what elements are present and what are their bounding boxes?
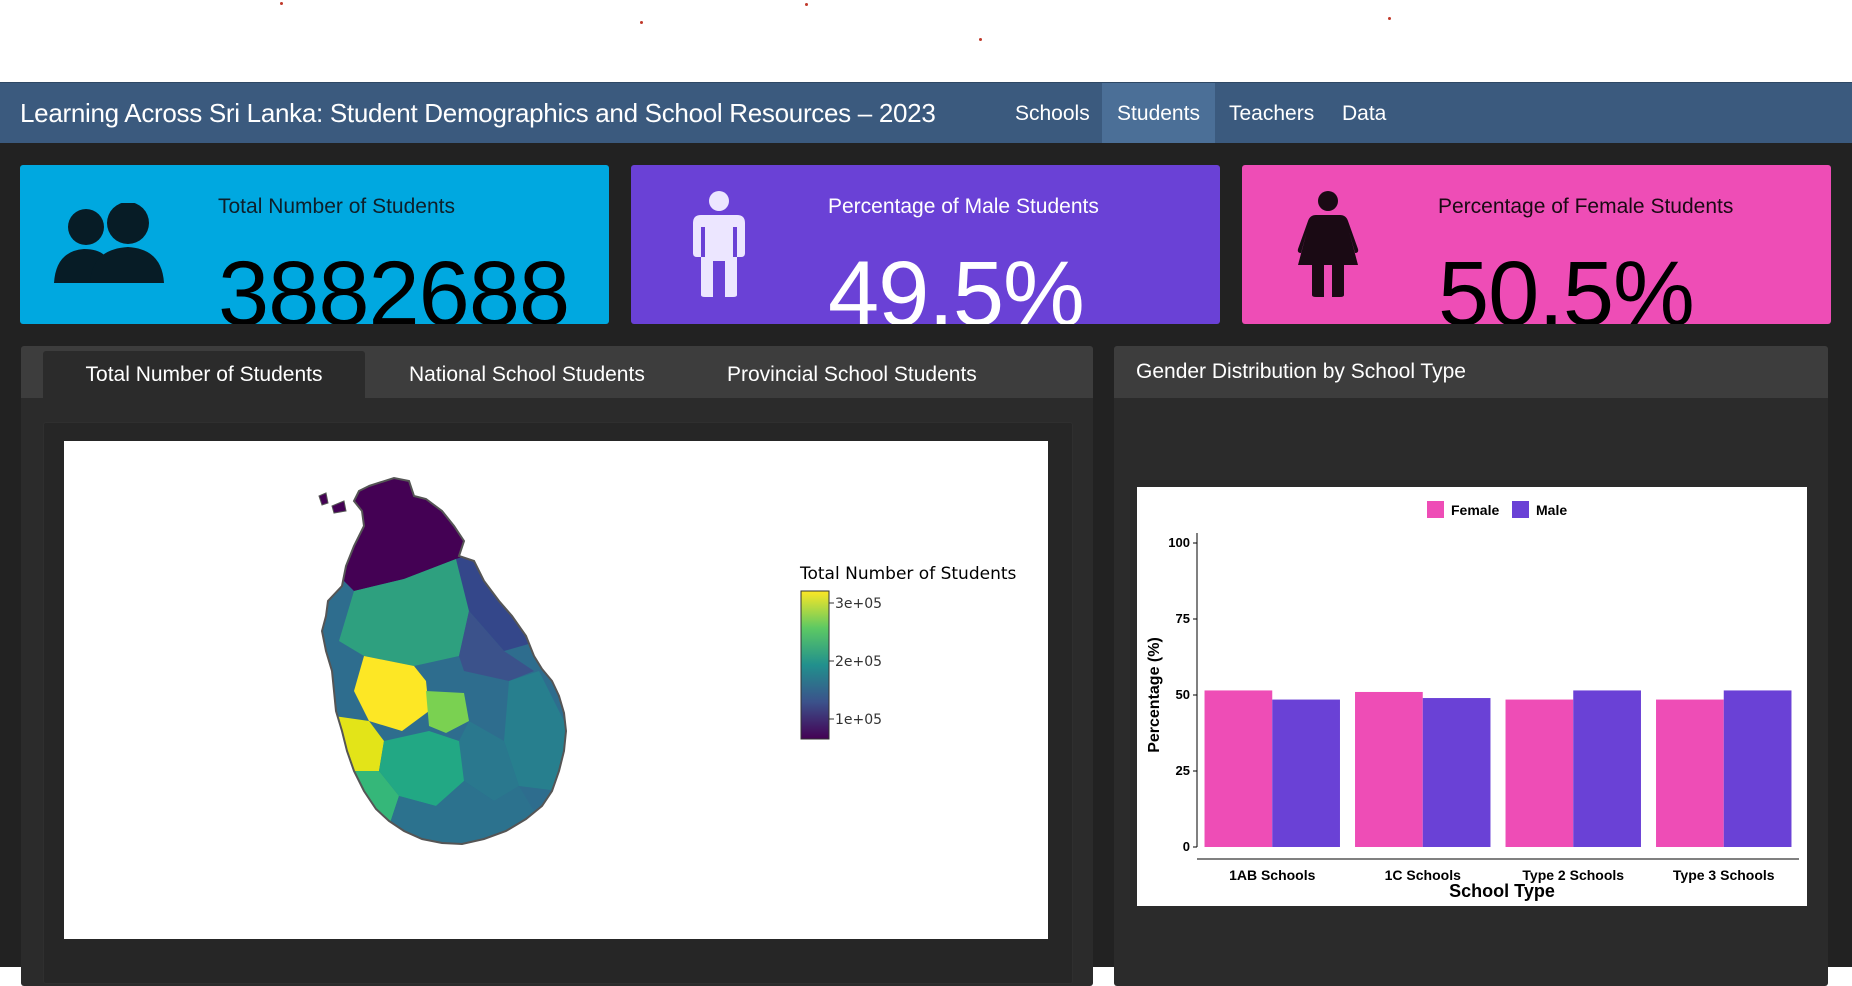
tab-national-school-students[interactable]: National School Students (409, 363, 645, 386)
nav-tab-students[interactable]: Students (1102, 83, 1215, 144)
panel-header: Gender Distribution by School Type (1114, 346, 1828, 398)
map-panel: Total Number of Students National School… (21, 346, 1093, 986)
value-box-value: 50.5% (1438, 243, 1695, 324)
region-badulla (459, 721, 519, 801)
x-axis-label: School Type (1449, 881, 1555, 901)
gender-distribution-panel: Gender Distribution by School Type Femal… (1114, 346, 1828, 986)
female-percentage-box: Percentage of Female Students 50.5% (1242, 165, 1831, 324)
legend-tick-label: 3e+05 (835, 596, 882, 612)
legend-swatch (1427, 501, 1444, 518)
value-box-title: Percentage of Female Students (1438, 195, 1734, 218)
legend-tick-label: 2e+05 (835, 654, 882, 670)
region-north-central (339, 559, 469, 666)
bar-female (1355, 691, 1423, 847)
legend-label: Female (1451, 502, 1499, 518)
y-tick-label: 100 (1168, 535, 1190, 550)
x-tick-label: Type 2 Schools (1522, 867, 1624, 883)
region-east-mid (459, 611, 534, 681)
y-tick-label: 25 (1176, 763, 1190, 778)
y-tick-label: 0 (1183, 839, 1190, 854)
people-icon (54, 203, 164, 283)
dot-marker (280, 2, 283, 5)
value-box-value: 3882688 (218, 243, 570, 324)
male-percentage-box: Percentage of Male Students 49.5% (631, 165, 1220, 324)
map-well: Total Number of Students 3e+05 2e+05 1e+… (43, 422, 1073, 984)
bar-male (1422, 698, 1491, 847)
islet (318, 492, 329, 506)
main-content: Total Number of Students 3882688 Percent… (0, 143, 1852, 986)
region-kandy (426, 691, 469, 733)
region-ampara (504, 671, 566, 791)
legend-label: Male (1536, 502, 1567, 518)
chart-bars (1204, 690, 1792, 847)
value-box-title: Total Number of Students (218, 195, 455, 218)
dot-marker (640, 21, 643, 24)
y-tick-label: 50 (1176, 687, 1190, 702)
map-regions (322, 478, 566, 844)
nav-tab-data[interactable]: Data (1342, 102, 1387, 125)
bar-male (1573, 690, 1641, 847)
tab-provincial-school-students[interactable]: Provincial School Students (727, 363, 977, 386)
chart-axes: 0 25 50 75 100 Percentage (%) School Type 1AB S… (1146, 533, 1799, 901)
x-tick-label: 1AB Schools (1229, 867, 1316, 883)
bar-male (1723, 690, 1792, 847)
app-title: Learning Across Sri Lanka: Student Demog… (20, 98, 936, 128)
y-axis-label: Percentage (%) (1146, 637, 1163, 753)
region-kurunegala (354, 656, 429, 731)
value-box-value: 49.5% (828, 243, 1085, 324)
value-box-title: Percentage of Male Students (828, 195, 1099, 218)
bar-male (1272, 699, 1340, 847)
x-tick-label: Type 3 Schools (1673, 867, 1775, 883)
map-plot: Total Number of Students 3e+05 2e+05 1e+… (64, 441, 1048, 939)
dot-marker (805, 3, 808, 6)
legend-swatch (1512, 501, 1529, 518)
x-tick-label: 1C Schools (1385, 867, 1461, 883)
y-tick-label: 75 (1176, 611, 1190, 626)
chart-legend: Female Male (1427, 501, 1567, 518)
island-outline (320, 476, 568, 846)
tab-total-students[interactable]: Total Number of Students (43, 351, 365, 398)
panel-title: Gender Distribution by School Type (1136, 360, 1466, 383)
map-tabs-bar: Total Number of Students National School… (21, 346, 1093, 398)
bar-chart-plot: Female Male 0 25 50 75 100 Percentage (%) Schoo… (1137, 487, 1807, 906)
navbar: Learning Across Sri Lanka: Student Demog… (0, 82, 1852, 144)
legend-tick-label: 1e+05 (835, 712, 882, 728)
nav-tab-teachers[interactable]: Teachers (1229, 102, 1315, 125)
dot-marker (979, 38, 982, 41)
bar-female (1204, 690, 1273, 847)
bar-female (1656, 699, 1724, 847)
bar-female (1505, 699, 1574, 847)
top-band (0, 0, 1852, 82)
islet (331, 500, 347, 514)
male-person-icon (693, 191, 745, 297)
legend-colorbar (800, 590, 830, 740)
total-students-box: Total Number of Students 3882688 (20, 165, 609, 324)
dot-marker (1388, 17, 1391, 20)
nav-tab-schools[interactable]: Schools (1015, 102, 1090, 125)
legend-title: Total Number of Students (799, 564, 1017, 584)
female-person-icon (1297, 191, 1359, 297)
gender-bar-chart: Female Male 0 25 50 75 100 Percentage (%) Schoo… (1146, 501, 1799, 901)
sri-lanka-choropleth-map: Total Number of Students 3e+05 2e+05 1e+… (318, 476, 1017, 846)
region-sabaragamuwa (379, 731, 464, 806)
